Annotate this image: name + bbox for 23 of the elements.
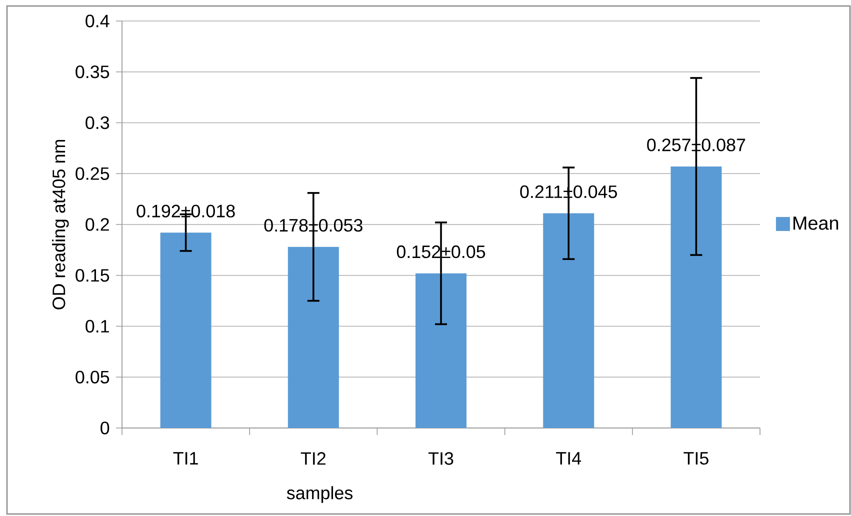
y-tick-label: 0 (100, 422, 110, 434)
y-tick-label: 0.15 (76, 269, 110, 282)
x-tick-label: TI4 (556, 452, 582, 464)
y-tick-label: 0.25 (76, 167, 110, 180)
y-tick-label: 0.1 (86, 320, 109, 333)
y-tick-label: 0.4 (86, 14, 110, 28)
legend-label: Mean (793, 216, 838, 230)
x-tick-label: TI5 (684, 452, 708, 465)
bar (416, 273, 467, 428)
bar (160, 232, 212, 428)
bar (543, 213, 594, 428)
bar (670, 166, 722, 428)
x-tick-label: TI1 (173, 452, 198, 464)
x-tick-label: TI3 (428, 452, 454, 465)
bar (288, 246, 339, 428)
y-axis-title: OD reading at405 nm (52, 140, 69, 310)
x-tick-label: TI2 (300, 452, 326, 465)
data-label: 0.192±0.018 (136, 204, 235, 218)
x-axis-title: samples (286, 486, 353, 503)
y-tick-label: 0.05 (76, 370, 110, 384)
y-tick-label: 0.35 (76, 66, 110, 78)
y-tick-label: 0.2 (86, 218, 109, 231)
y-tick-label: 0.3 (86, 116, 110, 130)
